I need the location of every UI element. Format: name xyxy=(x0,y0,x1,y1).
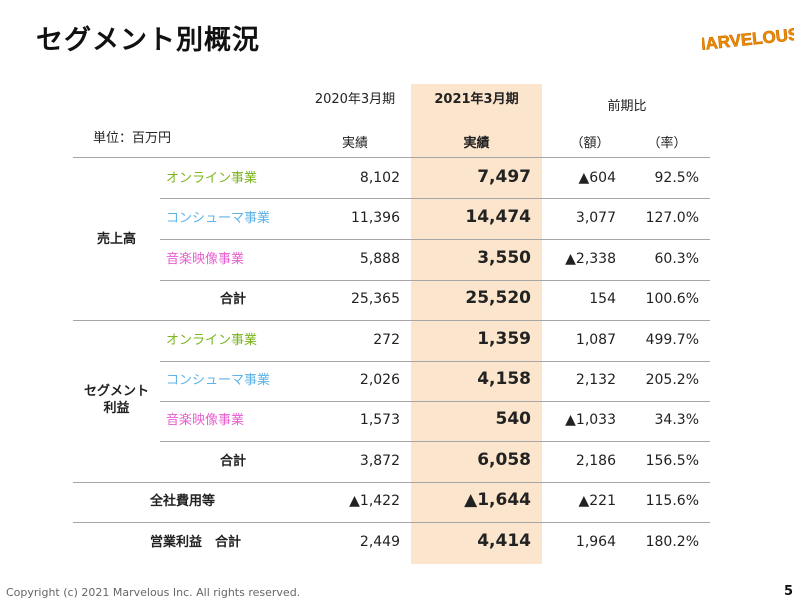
cell-prev: 272 xyxy=(373,332,400,348)
row-label-total: 合計 xyxy=(220,292,247,307)
cell-prev: 8,102 xyxy=(359,170,400,186)
table-rule-group xyxy=(73,522,710,523)
cell-curr: 14,474 xyxy=(465,207,531,227)
cell-curr: 4,414 xyxy=(477,531,531,551)
row-label-music: 音楽映像事業 xyxy=(166,252,245,267)
cell-rate: 127.0% xyxy=(645,210,699,226)
cell-prev: 5,888 xyxy=(359,251,400,267)
cell-diff: ▲1,033 xyxy=(565,412,616,428)
group-label-profit: セグメント xyxy=(83,384,149,399)
page-number: 5 xyxy=(784,584,794,599)
cell-diff: 2,186 xyxy=(575,453,616,469)
row-label-corporate-costs: 全社費用等 xyxy=(150,494,216,509)
cell-curr: 25,520 xyxy=(465,288,531,308)
cell-rate: 499.7% xyxy=(645,332,699,348)
header-curr-actual: 実績 xyxy=(463,136,490,151)
cell-diff: 154 xyxy=(589,291,616,307)
table-rule xyxy=(160,198,710,199)
cell-diff: 1,087 xyxy=(575,332,616,348)
row-label-consumer: コンシューマ事業 xyxy=(166,211,271,226)
unit-label: 単位：百万円 xyxy=(93,131,172,146)
cell-curr: 6,058 xyxy=(477,450,531,470)
table-rule xyxy=(160,239,710,240)
group-label-sales: 売上高 xyxy=(96,232,136,247)
cell-curr: 4,158 xyxy=(477,369,531,389)
table-rule xyxy=(160,280,710,281)
cell-curr: ▲1,644 xyxy=(464,490,531,510)
svg-text:MARVELOUS!: MARVELOUS! xyxy=(702,24,794,55)
table-rule xyxy=(160,401,710,402)
cell-rate: 115.6% xyxy=(645,493,699,509)
cell-diff: ▲221 xyxy=(578,493,617,509)
cell-rate: 92.5% xyxy=(654,170,699,186)
copyright-notice: Copyright (c) 2021 Marvelous Inc. All ri… xyxy=(6,586,301,599)
table-rule-header xyxy=(73,157,710,158)
row-label-operating-income: 営業利益 合計 xyxy=(150,535,242,550)
group-label-profit: 利益 xyxy=(103,401,130,416)
table-rule-group xyxy=(73,482,710,483)
row-label-consumer: コンシューマ事業 xyxy=(166,373,271,388)
cell-diff: 2,132 xyxy=(575,372,616,388)
row-label-total: 合計 xyxy=(220,454,247,469)
cell-curr: 1,359 xyxy=(477,329,531,349)
cell-diff: ▲2,338 xyxy=(565,251,616,267)
table-rule xyxy=(160,441,710,442)
row-label-online: オンライン事業 xyxy=(166,333,258,348)
cell-prev: 11,396 xyxy=(351,210,400,226)
header-yoy-rate: （率） xyxy=(647,136,687,151)
header-prev-period: 2020年3月期 xyxy=(314,92,396,107)
header-prev-actual: 実績 xyxy=(341,136,368,151)
cell-curr: 7,497 xyxy=(477,167,531,187)
table-rule xyxy=(160,361,710,362)
cell-curr: 3,550 xyxy=(477,248,531,268)
header-curr-period: 2021年3月期 xyxy=(434,92,519,107)
cell-rate: 34.3% xyxy=(654,412,699,428)
cell-prev: 3,872 xyxy=(359,453,400,469)
cell-prev: 25,365 xyxy=(351,291,400,307)
cell-rate: 205.2% xyxy=(645,372,699,388)
cell-prev: ▲1,422 xyxy=(349,493,400,509)
table-rule-group xyxy=(73,320,710,321)
current-period-highlight xyxy=(411,84,542,564)
cell-diff: ▲604 xyxy=(578,170,617,186)
row-label-music: 音楽映像事業 xyxy=(166,413,245,428)
header-yoy-amount: （額） xyxy=(570,136,610,151)
cell-rate: 180.2% xyxy=(645,534,699,550)
cell-rate: 100.6% xyxy=(645,291,699,307)
cell-prev: 1,573 xyxy=(359,412,400,428)
row-label-online: オンライン事業 xyxy=(166,171,258,186)
cell-curr: 540 xyxy=(495,409,532,429)
cell-prev: 2,026 xyxy=(359,372,400,388)
marvelous-logo: MARVELOUS! xyxy=(702,24,794,55)
cell-diff: 3,077 xyxy=(575,210,616,226)
page-title: セグメント別概況 xyxy=(36,25,260,56)
cell-diff: 1,964 xyxy=(575,534,616,550)
header-yoy: 前期比 xyxy=(607,99,647,114)
cell-prev: 2,449 xyxy=(359,534,400,550)
cell-rate: 60.3% xyxy=(654,251,699,267)
cell-rate: 156.5% xyxy=(645,453,699,469)
